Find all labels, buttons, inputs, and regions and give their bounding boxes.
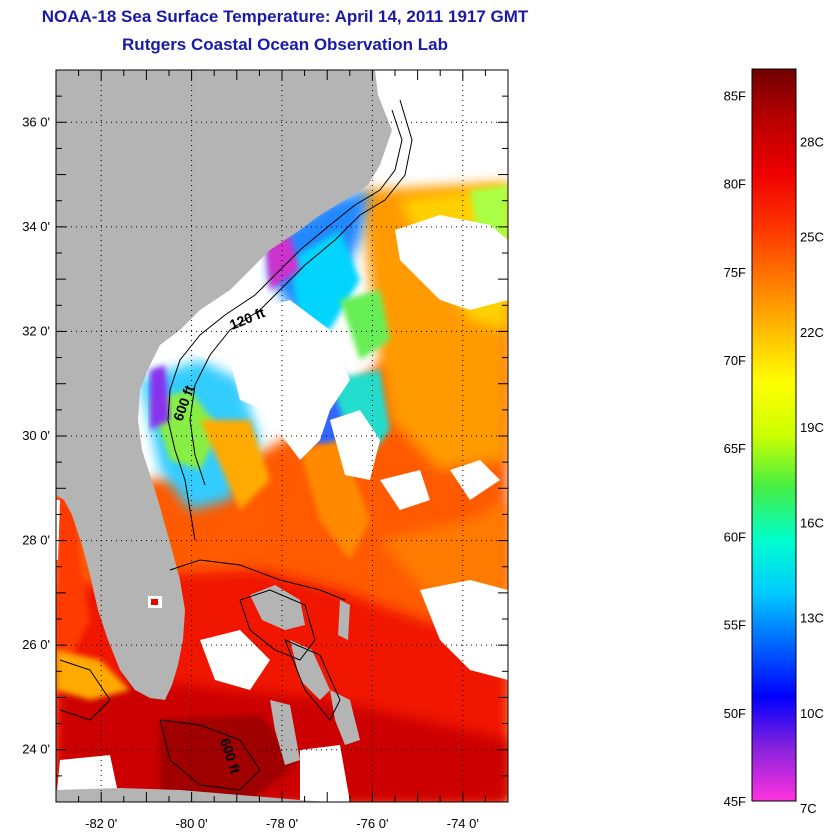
colorbar-c-label: 25C — [800, 230, 824, 245]
longitude-label: -76 0' — [356, 816, 388, 831]
graticule — [56, 70, 508, 802]
colorbar-c-label: 16C — [800, 515, 824, 530]
map-title: NOAA-18 Sea Surface Temperature: April 1… — [41, 7, 529, 26]
latitude-label: 32 0' — [22, 323, 50, 338]
frame-ticks — [55, 69, 509, 803]
longitude-label: -82 0' — [85, 816, 117, 831]
colorbar-f-label: 60F — [724, 529, 746, 544]
colorbar-c-label: 10C — [800, 706, 824, 721]
colorbar-f-label: 80F — [724, 177, 746, 192]
colorbar-c-label: 19C — [800, 420, 824, 435]
latitude-labels: 36 0' 34 0' 32 0' 30 0' 28 0' 26 0' 24 0' — [22, 114, 50, 756]
colorbar-f-label: 85F — [724, 88, 746, 103]
latitude-label: 36 0' — [22, 114, 50, 129]
land-cuba — [56, 788, 330, 802]
land-bahamas — [250, 585, 360, 765]
colorbar-f-label: 75F — [724, 265, 746, 280]
colorbar-c-label: 13C — [800, 611, 824, 626]
longitude-label: -78 0' — [266, 816, 298, 831]
latitude-label: 26 0' — [22, 637, 50, 652]
longitude-label: -80 0' — [176, 816, 208, 831]
colorbar-celsius-labels: 28C 25C 22C 19C 16C 13C 10C 7C — [800, 134, 824, 816]
latitude-label: 34 0' — [22, 219, 50, 234]
land-us-southeast — [56, 70, 392, 700]
map-subtitle: Rutgers Coastal Ocean Observation Lab — [122, 35, 448, 54]
longitude-label: -74 0' — [447, 816, 479, 831]
colorbar-c-label: 7C — [800, 801, 817, 816]
colorbar-f-label: 70F — [724, 353, 746, 368]
colorbar-f-label: 65F — [724, 441, 746, 456]
cloud-mask — [56, 215, 508, 802]
bathymetry-contours — [59, 99, 413, 791]
colorbar-fahrenheit-labels: 85F 80F 75F 70F 65F 60F 55F 50F 45F — [724, 88, 746, 809]
colorbar-f-label: 45F — [724, 794, 746, 809]
longitude-labels: -82 0' -80 0' -78 0' -76 0' -74 0' — [85, 816, 479, 831]
colorbar-c-label: 22C — [800, 325, 824, 340]
latitude-label: 30 0' — [22, 428, 50, 443]
temperature-colorbar — [751, 68, 797, 802]
colorbar-c-label: 28C — [800, 134, 824, 149]
latitude-label: 24 0' — [22, 742, 50, 757]
latitude-label: 28 0' — [22, 533, 50, 548]
colorbar-f-label: 55F — [724, 618, 746, 633]
colorbar-f-label: 50F — [724, 706, 746, 721]
